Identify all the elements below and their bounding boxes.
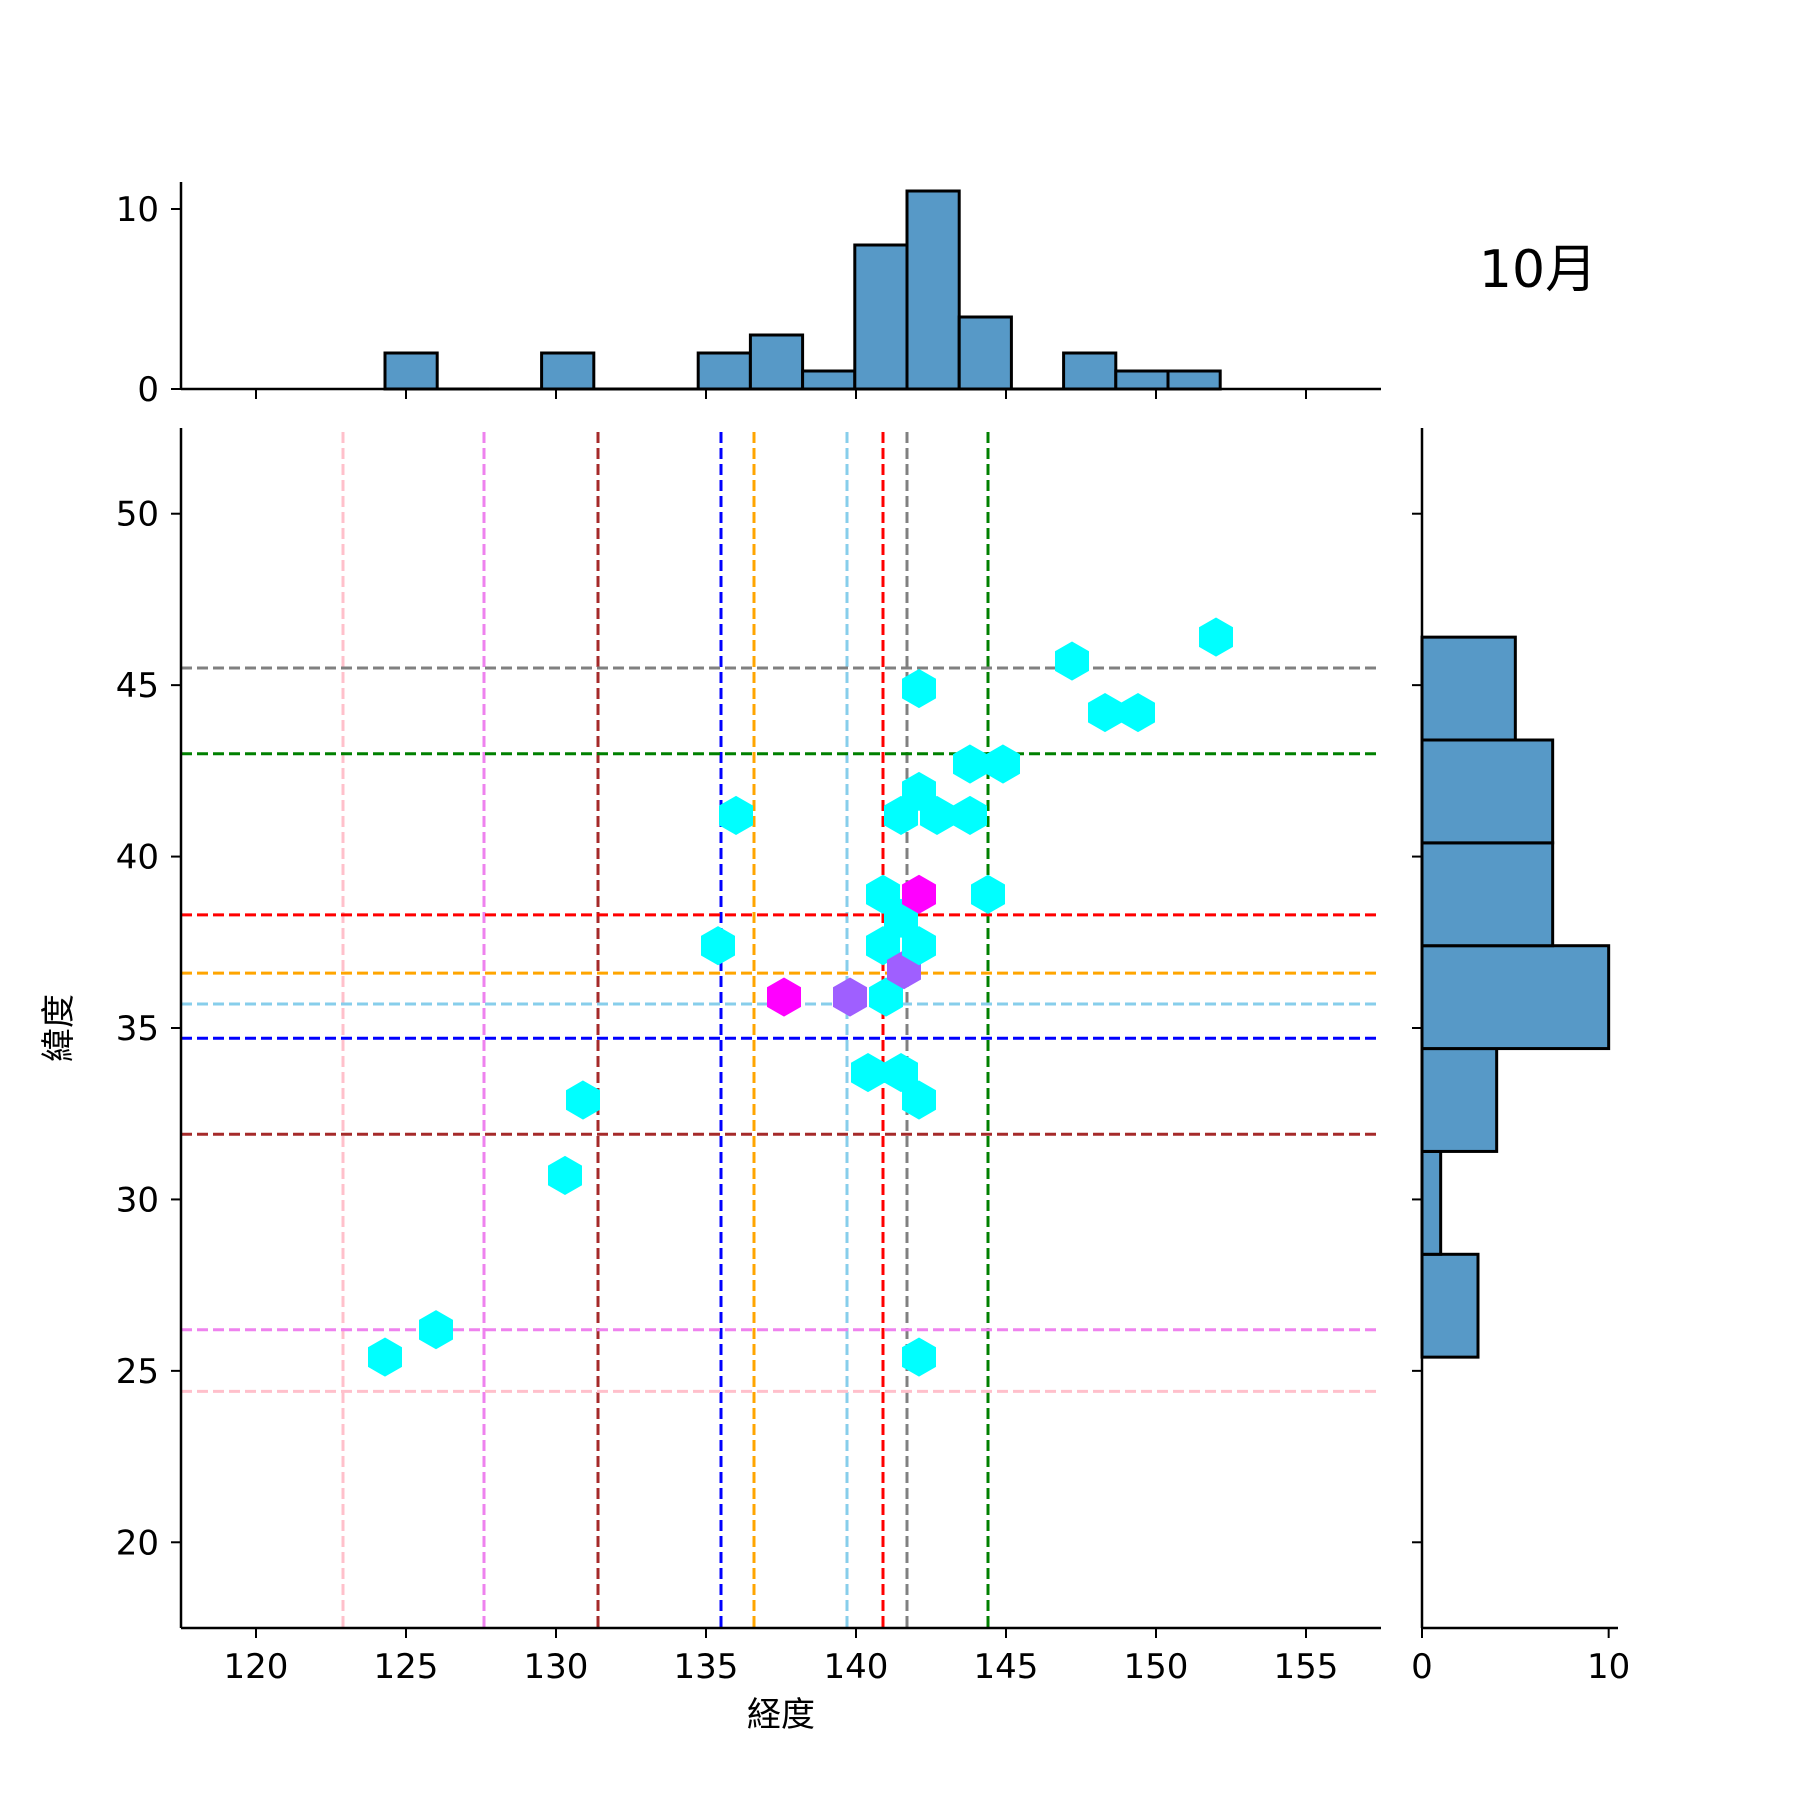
- hexbin-24: [953, 744, 987, 784]
- hexbin-0: [368, 1337, 402, 1377]
- top-hist-y-tick-label-0: 0: [137, 370, 159, 410]
- top-hist-bar-6: [696, 351, 752, 391]
- right-hist-bar-5: [1420, 738, 1555, 845]
- hexbin-9: [866, 874, 900, 914]
- hexbin-28: [1088, 693, 1122, 733]
- y-tick-label-6: 50: [116, 495, 159, 535]
- x-tick-label-7: 155: [1274, 1647, 1339, 1687]
- right-hist-bar-4: [1420, 841, 1555, 948]
- hexbin-14: [884, 1053, 918, 1093]
- y-axis-label: 緯度: [39, 994, 79, 1062]
- hexbin-7: [833, 977, 867, 1017]
- top-hist-bar-14: [1114, 369, 1170, 391]
- top-hist-bar-3: [540, 351, 596, 391]
- hexbin-26: [986, 744, 1020, 784]
- hexbin-8: [851, 1053, 885, 1093]
- hexbin-27: [1055, 641, 1089, 681]
- y-tick-label-3: 35: [116, 1009, 159, 1049]
- top-hist-bar-9: [853, 243, 909, 391]
- right-hist-bar-2: [1420, 1047, 1499, 1153]
- right-hist-bar-0: [1420, 1252, 1480, 1359]
- hexbin-25: [971, 874, 1005, 914]
- hexbin-5: [719, 795, 753, 835]
- y-tick-label-4: 40: [116, 838, 159, 878]
- right-hist-x-tick-label-1: 10: [1587, 1647, 1630, 1687]
- hexbin-23: [953, 795, 987, 835]
- x-tick-label-4: 140: [824, 1647, 889, 1687]
- hexbin-19: [902, 926, 936, 966]
- hexbin-18: [902, 874, 936, 914]
- chart-title: 10月: [1479, 240, 1597, 300]
- top-hist-bar-11: [957, 315, 1013, 391]
- top-hist-bar-15: [1166, 369, 1222, 391]
- right-hist-bar-6: [1420, 635, 1517, 742]
- y-tick-label-0: 20: [116, 1523, 159, 1563]
- hexbin-1: [419, 1310, 453, 1350]
- hexbin-17: [902, 771, 936, 811]
- top-hist-bar-10: [905, 189, 961, 391]
- hexbin-3: [566, 1080, 600, 1120]
- x-axis-label: 経度: [747, 1695, 815, 1735]
- hexbin-16: [902, 669, 936, 709]
- right-hist-x-tick-label-0: 0: [1411, 1647, 1433, 1687]
- top-hist-bar-13: [1062, 351, 1118, 391]
- x-tick-label-6: 150: [1124, 1647, 1189, 1687]
- hexbin-29: [1121, 693, 1155, 733]
- x-tick-label-2: 130: [524, 1647, 589, 1687]
- y-tick-label-2: 30: [116, 1180, 159, 1220]
- hexbin-2: [548, 1155, 582, 1195]
- x-tick-label-5: 145: [974, 1647, 1039, 1687]
- y-tick-label-5: 45: [116, 666, 159, 706]
- hexbin-6: [767, 977, 801, 1017]
- x-tick-label-1: 125: [374, 1647, 439, 1687]
- top-hist-y-tick-label-1: 10: [116, 190, 159, 230]
- top-hist-bar-7: [748, 333, 805, 391]
- right-hist-bar-1: [1420, 1149, 1443, 1256]
- hexbin-21: [902, 1337, 936, 1377]
- top-hist-bar-8: [801, 369, 857, 391]
- hexbin-20: [902, 1080, 936, 1120]
- hexbin-30: [1199, 617, 1233, 657]
- y-tick-label-1: 25: [116, 1352, 159, 1392]
- x-tick-label-0: 120: [224, 1647, 289, 1687]
- hexbin-4: [701, 926, 735, 966]
- right-hist-bar-3: [1420, 944, 1611, 1051]
- x-tick-label-3: 135: [674, 1647, 739, 1687]
- top-hist-bar-0: [383, 351, 439, 391]
